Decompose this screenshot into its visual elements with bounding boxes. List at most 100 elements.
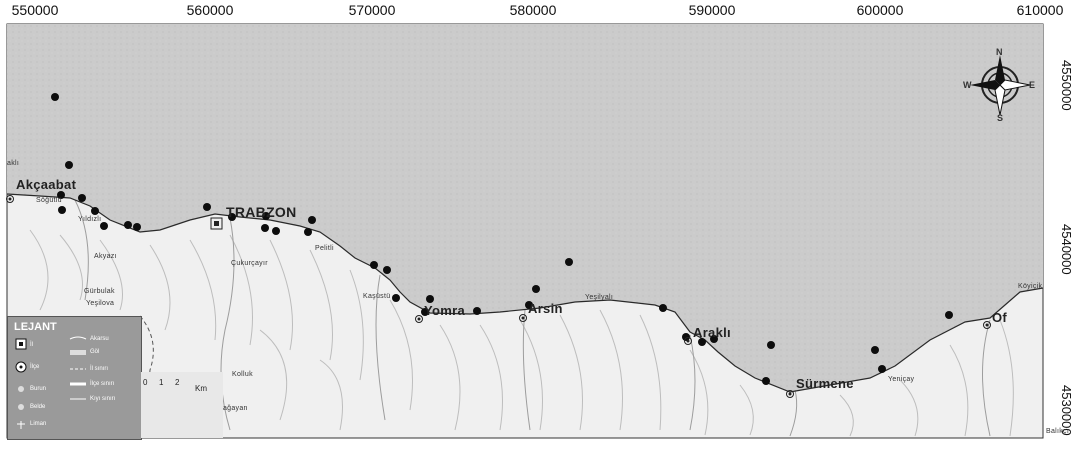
sampling-station <box>58 206 66 214</box>
sampling-station <box>525 301 533 309</box>
district-boundary <box>139 315 154 439</box>
legend-il-sinir: İl sınırı <box>90 366 109 372</box>
legend-akarsu-symbol <box>69 336 87 340</box>
sampling-station <box>392 294 400 302</box>
sampling-station <box>100 222 108 230</box>
place-sogutlu: Söğütlü <box>36 197 62 204</box>
sampling-stations <box>51 93 953 385</box>
place-gurbulak: Gürbulak <box>84 288 115 295</box>
place-pelitli: Pelitli <box>315 245 334 252</box>
terrain-relief <box>29 229 1014 437</box>
arakli-marker <box>684 337 692 345</box>
yomra-marker-dot <box>417 317 421 321</box>
sampling-station <box>421 308 429 316</box>
yomra-marker <box>415 315 423 323</box>
legend-ilce-sinir: İlçe sınırı <box>90 381 115 387</box>
x-tick-label: 610000 <box>1016 2 1064 18</box>
place-balikci: Balıkçı <box>1046 428 1070 435</box>
sampling-station <box>203 203 211 211</box>
black-sea <box>7 24 1043 392</box>
compass-w: W <box>963 80 972 90</box>
sampling-station <box>767 341 775 349</box>
sampling-station <box>473 307 481 315</box>
sampling-station <box>710 335 718 343</box>
sampling-station <box>565 258 573 266</box>
legend-burun-symbol <box>18 386 24 392</box>
y-tick-label: 4540000 <box>1059 224 1074 275</box>
legend-ilce: İlçe <box>30 364 40 370</box>
sampling-station <box>124 221 132 229</box>
surmene-marker <box>786 390 794 398</box>
town-of: Of <box>992 310 1008 325</box>
sampling-station <box>682 333 690 341</box>
sampling-station <box>133 223 141 231</box>
place-akyazi: Akyazı <box>94 253 117 260</box>
map-legend: LEJANT İl İlçe Burun Belde Liman Akarsu … <box>7 316 142 440</box>
legend-il-symbol-dot <box>19 342 23 346</box>
legend-gol: Göl <box>90 349 100 355</box>
sampling-station <box>370 261 378 269</box>
sampling-station <box>261 224 269 232</box>
scale-tick-1: 1 <box>159 378 164 387</box>
scale-unit: Km <box>195 384 207 393</box>
legend-burun: Burun <box>30 386 47 392</box>
place-kasustu: Kaşüstü <box>363 293 391 300</box>
sampling-station <box>228 213 236 221</box>
legend-kiyi: Kıyı sınırı <box>90 396 116 402</box>
sampling-station <box>308 216 316 224</box>
town-yomra: Yomra <box>424 303 465 318</box>
compass-e: E <box>1029 80 1036 90</box>
sampling-station <box>65 161 73 169</box>
place-cukurcayir: Çukurçayır <box>231 260 268 267</box>
akcaabat-marker <box>6 195 14 203</box>
legend-liman-symbol <box>17 421 25 429</box>
place-yenicay: Yeniçay <box>888 376 915 383</box>
sampling-station <box>304 228 312 236</box>
x-tick-label: 580000 <box>509 2 557 18</box>
town-trabzon: TRABZON <box>226 204 297 220</box>
x-tick-label: 600000 <box>856 2 904 18</box>
town-akcaabat: Akçaabat <box>16 177 77 192</box>
sampling-station <box>383 266 391 274</box>
sampling-station <box>878 365 886 373</box>
trabzon-marker <box>210 217 223 230</box>
sampling-station <box>91 207 99 215</box>
sampling-station <box>532 285 540 293</box>
arsin-marker-dot <box>521 316 525 320</box>
of-marker-dot <box>985 323 989 327</box>
scale-tick-0: 0 <box>143 378 148 387</box>
sampling-station <box>871 346 879 354</box>
sampling-station <box>426 295 434 303</box>
of-marker <box>983 321 991 329</box>
town-arakli: Araklı <box>693 325 731 340</box>
place-koyicik: Köyiçik <box>1018 283 1043 290</box>
place-yesilova: Yeşilova <box>86 300 115 307</box>
sampling-station <box>659 304 667 312</box>
place-akli: aklı <box>7 160 20 167</box>
sampling-station <box>262 212 270 220</box>
sampling-station <box>945 311 953 319</box>
place-sagayan: Sağayan <box>218 405 248 412</box>
place-yildizli: Yıldızlı <box>78 216 102 223</box>
sampling-station <box>57 191 65 199</box>
legend-belde-symbol <box>18 404 24 410</box>
sampling-station <box>272 227 280 235</box>
sampling-station <box>51 93 59 101</box>
x-tick-label: 590000 <box>688 2 736 18</box>
trabzon-marker-dot <box>214 221 219 226</box>
scale-tick-2: 2 <box>175 378 180 387</box>
x-tick-label: 570000 <box>348 2 396 18</box>
place-yesilyali: Yeşilyalı <box>585 294 614 301</box>
compass-rose-icon <box>970 55 1031 116</box>
legend-symbols <box>15 336 87 429</box>
sampling-station <box>78 194 86 202</box>
sampling-station <box>762 377 770 385</box>
sampling-station <box>698 338 706 346</box>
y-tick-label: 4550000 <box>1059 60 1074 111</box>
town-arsin: Arsin <box>528 301 563 316</box>
legend-ilce-symbol-dot <box>19 365 23 369</box>
legend-il: İl <box>30 342 33 348</box>
town-surmene: Sürmene <box>796 376 854 391</box>
legend-title: LEJANT <box>14 321 57 333</box>
town-markers <box>6 195 991 398</box>
